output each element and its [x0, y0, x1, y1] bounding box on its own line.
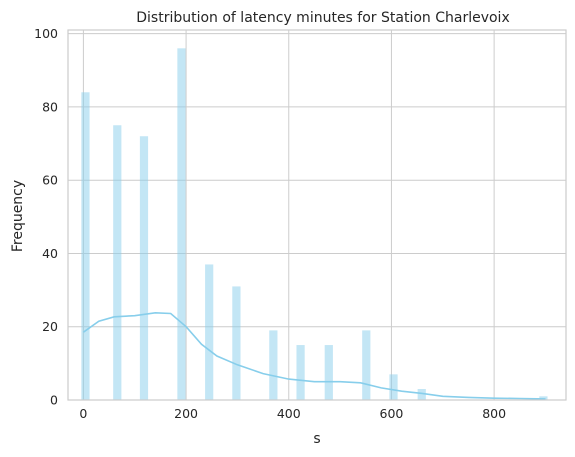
y-tick-label: 20 [42, 319, 58, 334]
x-axis-label: s [313, 431, 320, 447]
histogram-bar [417, 389, 426, 400]
histogram-bars [81, 48, 548, 401]
y-tick-label: 80 [42, 99, 58, 114]
x-tick-label: 400 [277, 406, 301, 421]
histogram-bar [113, 125, 122, 400]
histogram-bar [81, 92, 90, 401]
kde-curve [82, 311, 546, 400]
y-tick-label: 40 [42, 246, 58, 261]
x-tick-label: 200 [174, 406, 198, 421]
x-tick-label: 800 [482, 406, 506, 421]
y-tick-label: 100 [34, 26, 58, 41]
histogram-bar [324, 345, 333, 400]
x-tick-label: 0 [79, 406, 87, 421]
chart-title: Distribution of latency minutes for Stat… [136, 10, 510, 26]
histogram-bar [232, 286, 241, 400]
y-tick-label: 60 [42, 173, 58, 188]
y-axis-ticks: 0 20 40 60 80 100 [34, 26, 58, 407]
histogram-bar [205, 264, 214, 400]
x-tick-label: 600 [380, 406, 404, 421]
histogram-bar [362, 330, 371, 400]
y-tick-label: 0 [50, 393, 58, 408]
histogram-bar [139, 136, 149, 401]
plot-frame [67, 29, 567, 401]
histogram-bar [389, 374, 398, 400]
histogram-bar [269, 330, 278, 400]
x-axis-ticks: 0 200 400 600 800 [79, 406, 506, 421]
y-axis-label: Frequency [10, 180, 26, 252]
histogram-bar [296, 345, 305, 400]
histogram-bar [177, 48, 186, 400]
